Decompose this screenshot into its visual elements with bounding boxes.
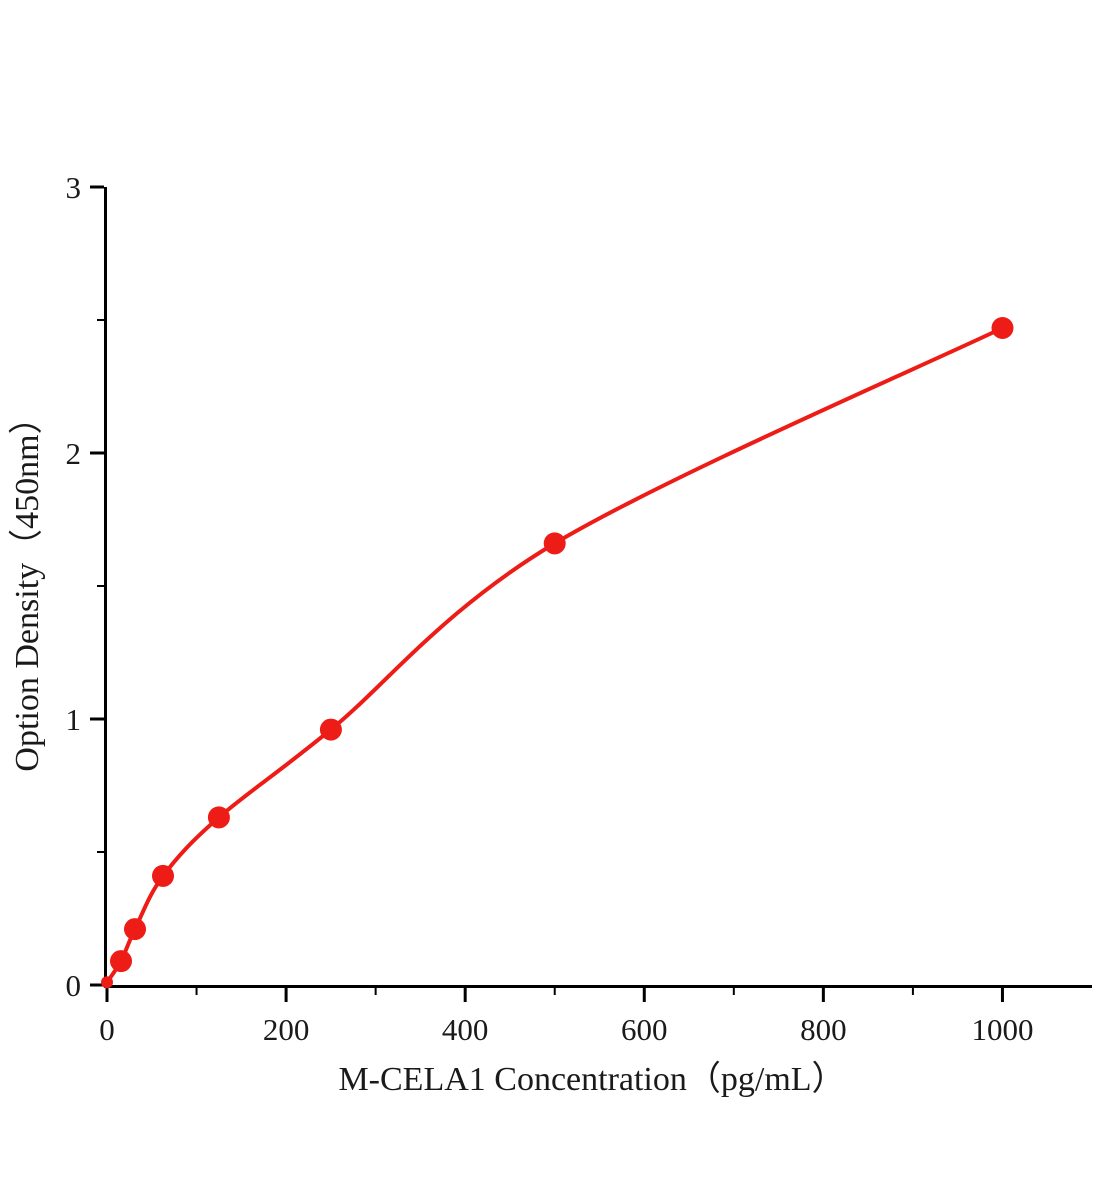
axes-group: 0 200 400 600 800 1000 0 1 2 3 <box>66 170 1092 1047</box>
y-tick-label: 2 <box>66 436 82 471</box>
data-point <box>124 918 146 941</box>
x-tick-label: 200 <box>263 1012 310 1047</box>
data-point <box>543 532 566 555</box>
x-axis-title: M-CELA1 Concentration（pg/mL） <box>338 1060 845 1098</box>
data-point <box>152 864 174 887</box>
data-points-group <box>101 317 1014 989</box>
x-tick-label: 600 <box>621 1012 668 1047</box>
y-tick-label: 0 <box>66 968 82 1003</box>
data-point <box>207 806 230 829</box>
x-tick-label: 800 <box>800 1012 847 1047</box>
fit-curve <box>105 326 1005 985</box>
y-axis-title: Option Density（450nm） <box>8 400 46 771</box>
data-point <box>991 317 1014 339</box>
data-point <box>101 976 113 989</box>
x-tick-label: 0 <box>99 1012 115 1047</box>
y-tick-label: 1 <box>66 702 82 737</box>
x-tick-label: 400 <box>442 1012 489 1047</box>
data-point <box>110 950 132 973</box>
y-tick-label: 3 <box>66 170 82 205</box>
data-point <box>319 718 342 741</box>
x-tick-label: 1000 <box>971 1012 1033 1047</box>
